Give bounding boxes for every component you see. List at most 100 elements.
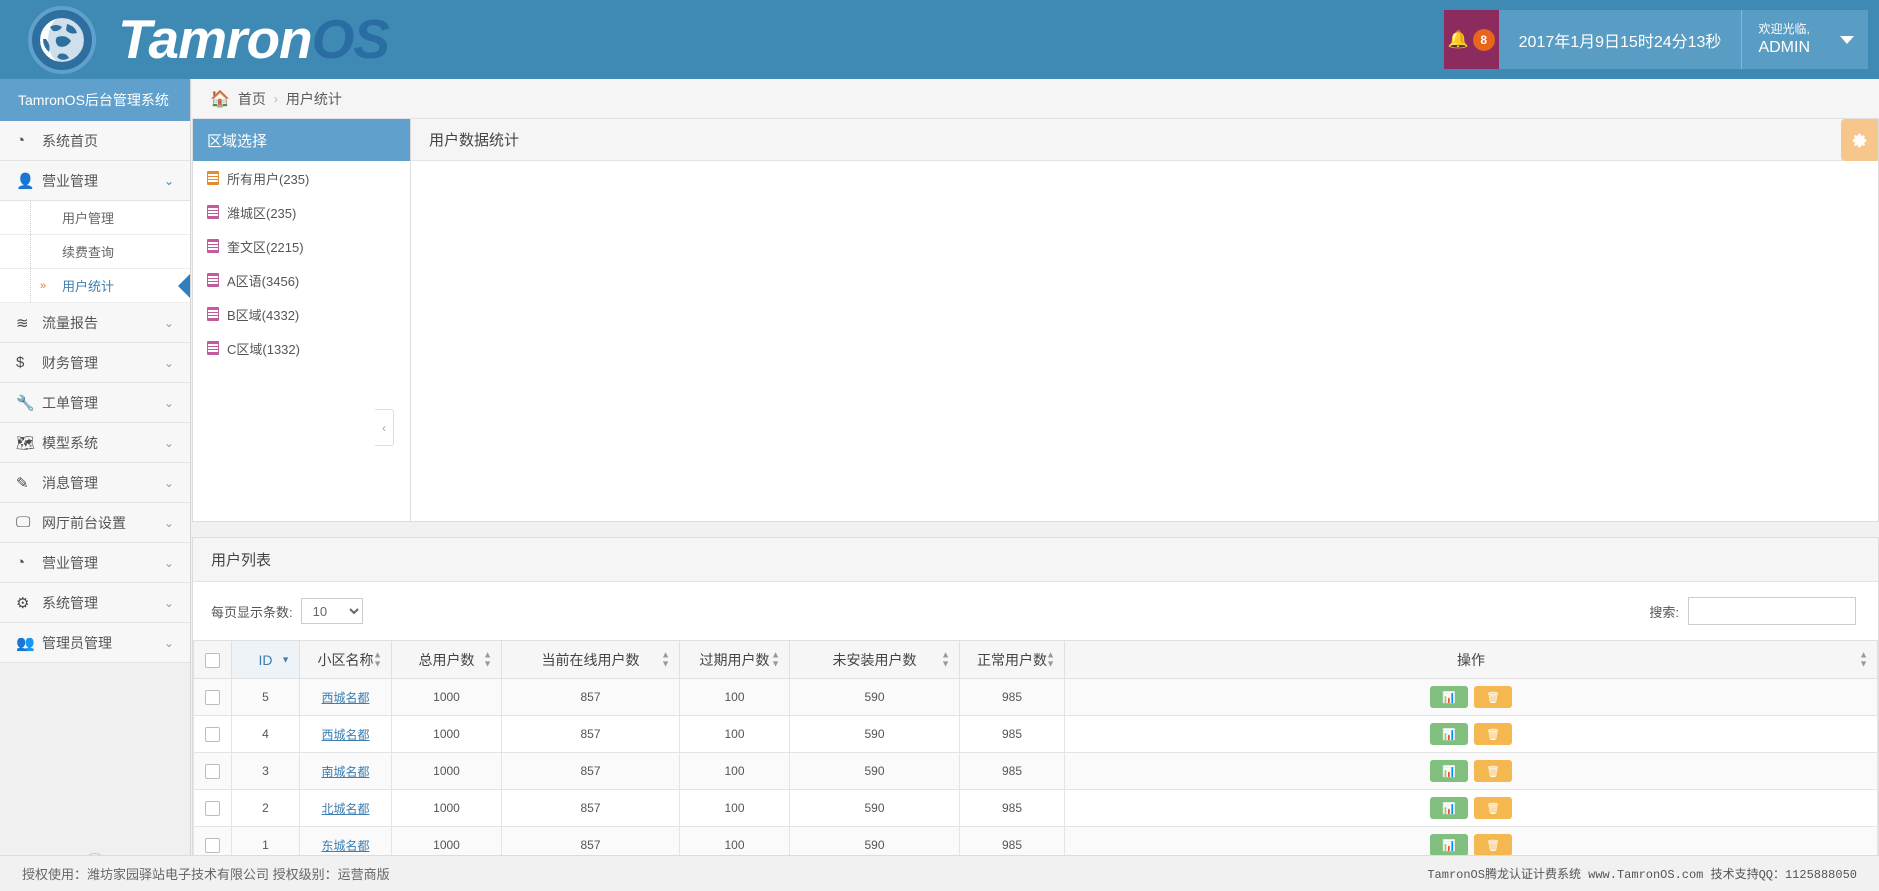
trash-icon: 🗑 — [1486, 765, 1500, 778]
page-size-select[interactable]: 102550100 — [300, 598, 363, 624]
sidebar-item-9[interactable]: ⚙ 系统管理 ⌄ — [0, 583, 190, 623]
sidebar-item-0[interactable]: ◔ 系统首页 — [0, 121, 190, 161]
sidebar-item-2[interactable]: ≋ 流量报告 ⌄ — [0, 303, 190, 343]
column-header-1[interactable]: 小区名称 ▲ ▼ — [299, 640, 392, 679]
column-header-label: 操作 — [1457, 651, 1485, 668]
row-checkbox[interactable] — [205, 763, 220, 779]
sidebar-item-6[interactable]: ✎ 消息管理 ⌄ — [0, 463, 190, 503]
bar-chart-icon: 📊 — [1442, 728, 1456, 741]
region-item-1[interactable]: 潍城区(235) — [193, 195, 410, 229]
community-name-link[interactable]: 北城名都 — [321, 801, 370, 816]
cell-name[interactable]: 西城名都 — [299, 678, 392, 716]
column-header-3[interactable]: 当前在线用户数 ▲ ▼ — [501, 640, 680, 679]
delete-button[interactable]: 🗑 — [1474, 686, 1512, 708]
region-item-3[interactable]: A区语(3456) — [193, 263, 410, 297]
cell-expired: 100 — [679, 678, 790, 716]
sidebar-item-5[interactable]: 🗺 模型系统 ⌄ — [0, 423, 190, 463]
sidebar-item-label: 网厅前台设置 — [42, 514, 126, 531]
cell-online: 857 — [501, 678, 680, 716]
globe-icon — [28, 5, 96, 74]
search-input[interactable] — [1688, 597, 1856, 625]
row-checkbox[interactable] — [205, 800, 220, 816]
wrench-icon: 🔧 — [16, 394, 35, 412]
community-name-link[interactable]: 西城名都 — [321, 727, 370, 742]
region-item-0[interactable]: 所有用户(235) — [193, 161, 410, 195]
column-header-4[interactable]: 过期用户数 ▲ ▼ — [679, 640, 790, 679]
sidebar-item-4[interactable]: 🔧 工单管理 ⌄ — [0, 383, 190, 423]
sidebar-subitem-label: 用户统计 — [62, 279, 115, 294]
chevron-down-icon: ⌄ — [163, 395, 174, 410]
table-row[interactable]: 2 北城名都 1000 857 100 590 985 📊 🗑 — [193, 789, 1878, 827]
select-all-checkbox[interactable] — [205, 652, 220, 668]
sidebar-subitem-2[interactable]: » 用户统计 — [0, 269, 190, 303]
table-row[interactable]: 3 南城名都 1000 857 100 590 985 📊 🗑 — [193, 752, 1878, 790]
table-row[interactable]: 5 西城名都 1000 857 100 590 985 📊 🗑 — [193, 678, 1878, 716]
sidebar-subitem-1[interactable]: »续费查询 — [0, 235, 190, 269]
delete-button[interactable]: 🗑 — [1474, 797, 1512, 819]
home-icon[interactable]: 🏠 — [210, 90, 230, 108]
row-checkbox[interactable] — [205, 837, 220, 853]
notifications-button[interactable]: 🔔 8 — [1443, 10, 1499, 69]
chart-button[interactable]: 📊 — [1430, 686, 1468, 708]
column-header-2[interactable]: 总用户数 ▲ ▼ — [391, 640, 502, 679]
user-icon: 👤 — [16, 172, 35, 190]
cell-name[interactable]: 南城名都 — [299, 752, 392, 790]
column-header-0[interactable]: ID ▼ — [231, 640, 300, 679]
cell-id: 2 — [231, 789, 300, 827]
cell-id: 5 — [231, 678, 300, 716]
gear-icon[interactable] — [1841, 119, 1878, 161]
sort-icon: ▲ ▼ — [483, 649, 492, 669]
column-header-6[interactable]: 正常用户数 ▲ ▼ — [959, 640, 1065, 679]
breadcrumb-home[interactable]: 首页 — [237, 90, 266, 107]
row-checkbox[interactable] — [205, 726, 220, 742]
submenu-guide-line — [30, 235, 31, 268]
community-name-link[interactable]: 南城名都 — [321, 764, 370, 779]
footer: 授权使用：潍坊家园驿站电子技术有限公司 授权级别：运营商版 TamronOS腾龙… — [0, 855, 1879, 891]
sidebar-item-3[interactable]: $ 财务管理 ⌄ — [0, 343, 190, 383]
column-header-label: 正常用户数 — [977, 651, 1047, 668]
column-header-5[interactable]: 未安装用户数 ▲ ▼ — [789, 640, 960, 679]
user-list-title: 用户列表 — [193, 538, 1878, 582]
table-row[interactable]: 4 西城名都 1000 857 100 590 985 📊 🗑 — [193, 715, 1878, 753]
delete-button[interactable]: 🗑 — [1474, 834, 1512, 856]
brand-logo-group[interactable]: TamronOS — [0, 0, 390, 79]
select-all-header — [193, 640, 232, 679]
rss-icon: ≋ — [16, 314, 29, 332]
cell-normal: 985 — [959, 789, 1065, 827]
table-header-row: ID ▼ 小区名称 ▲ ▼ 总用户数 ▲ ▼ 当前在线用户数 ▲ ▼ 过期用户数 ▲ ▼ 未安装用户数 ▲ ▼ 正… — [193, 640, 1878, 679]
chart-button[interactable]: 📊 — [1430, 760, 1468, 782]
region-panel-title: 区域选择 — [193, 119, 410, 161]
trash-icon: 🗑 — [1486, 728, 1500, 741]
row-checkbox[interactable] — [205, 689, 220, 705]
chevron-down-icon: ⌄ — [163, 515, 174, 530]
chart-button[interactable]: 📊 — [1430, 834, 1468, 856]
sidebar-item-1[interactable]: 👤 营业管理 ⌄ — [0, 161, 190, 201]
sidebar-item-10[interactable]: 👥 管理员管理 ⌄ — [0, 623, 190, 663]
header-right-group: 🔔 8 2017年1月9日15时24分13秒 欢迎光临, ADMIN — [1443, 10, 1868, 69]
delete-button[interactable]: 🗑 — [1474, 723, 1512, 745]
community-name-link[interactable]: 东城名都 — [321, 838, 370, 853]
chart-button[interactable]: 📊 — [1430, 797, 1468, 819]
user-menu[interactable]: 欢迎光临, ADMIN — [1741, 10, 1868, 69]
region-item-2[interactable]: 奎文区(2215) — [193, 229, 410, 263]
sidebar-item-8[interactable]: ◔ 营业管理 ⌄ — [0, 543, 190, 583]
delete-button[interactable]: 🗑 — [1474, 760, 1512, 782]
cell-name[interactable]: 北城名都 — [299, 789, 392, 827]
list-controls: 每页显示条数: 102550100 搜索: — [193, 582, 1878, 640]
chevron-down-icon: ⌄ — [163, 595, 174, 610]
region-item-5[interactable]: C区域(1332) — [193, 331, 410, 365]
column-header-7[interactable]: 操作 ▲ ▼ — [1064, 640, 1878, 679]
sidebar-item-7[interactable]: 🖵 网厅前台设置 ⌄ — [0, 503, 190, 543]
datetime-display: 2017年1月9日15时24分13秒 — [1498, 10, 1742, 69]
cell-name[interactable]: 西城名都 — [299, 715, 392, 753]
chart-button[interactable]: 📊 — [1430, 723, 1468, 745]
community-name-link[interactable]: 西城名都 — [321, 690, 370, 705]
notification-count-badge: 8 — [1472, 28, 1495, 51]
region-item-4[interactable]: B区域(4332) — [193, 297, 410, 331]
list-icon — [207, 239, 219, 253]
sort-icon: ▲ ▼ — [1046, 649, 1055, 669]
cell-id: 3 — [231, 752, 300, 790]
panel-collapse-handle[interactable]: ‹ — [375, 409, 394, 446]
bell-icon: 🔔 — [1447, 30, 1469, 49]
sidebar-subitem-0[interactable]: »用户管理 — [0, 201, 190, 235]
